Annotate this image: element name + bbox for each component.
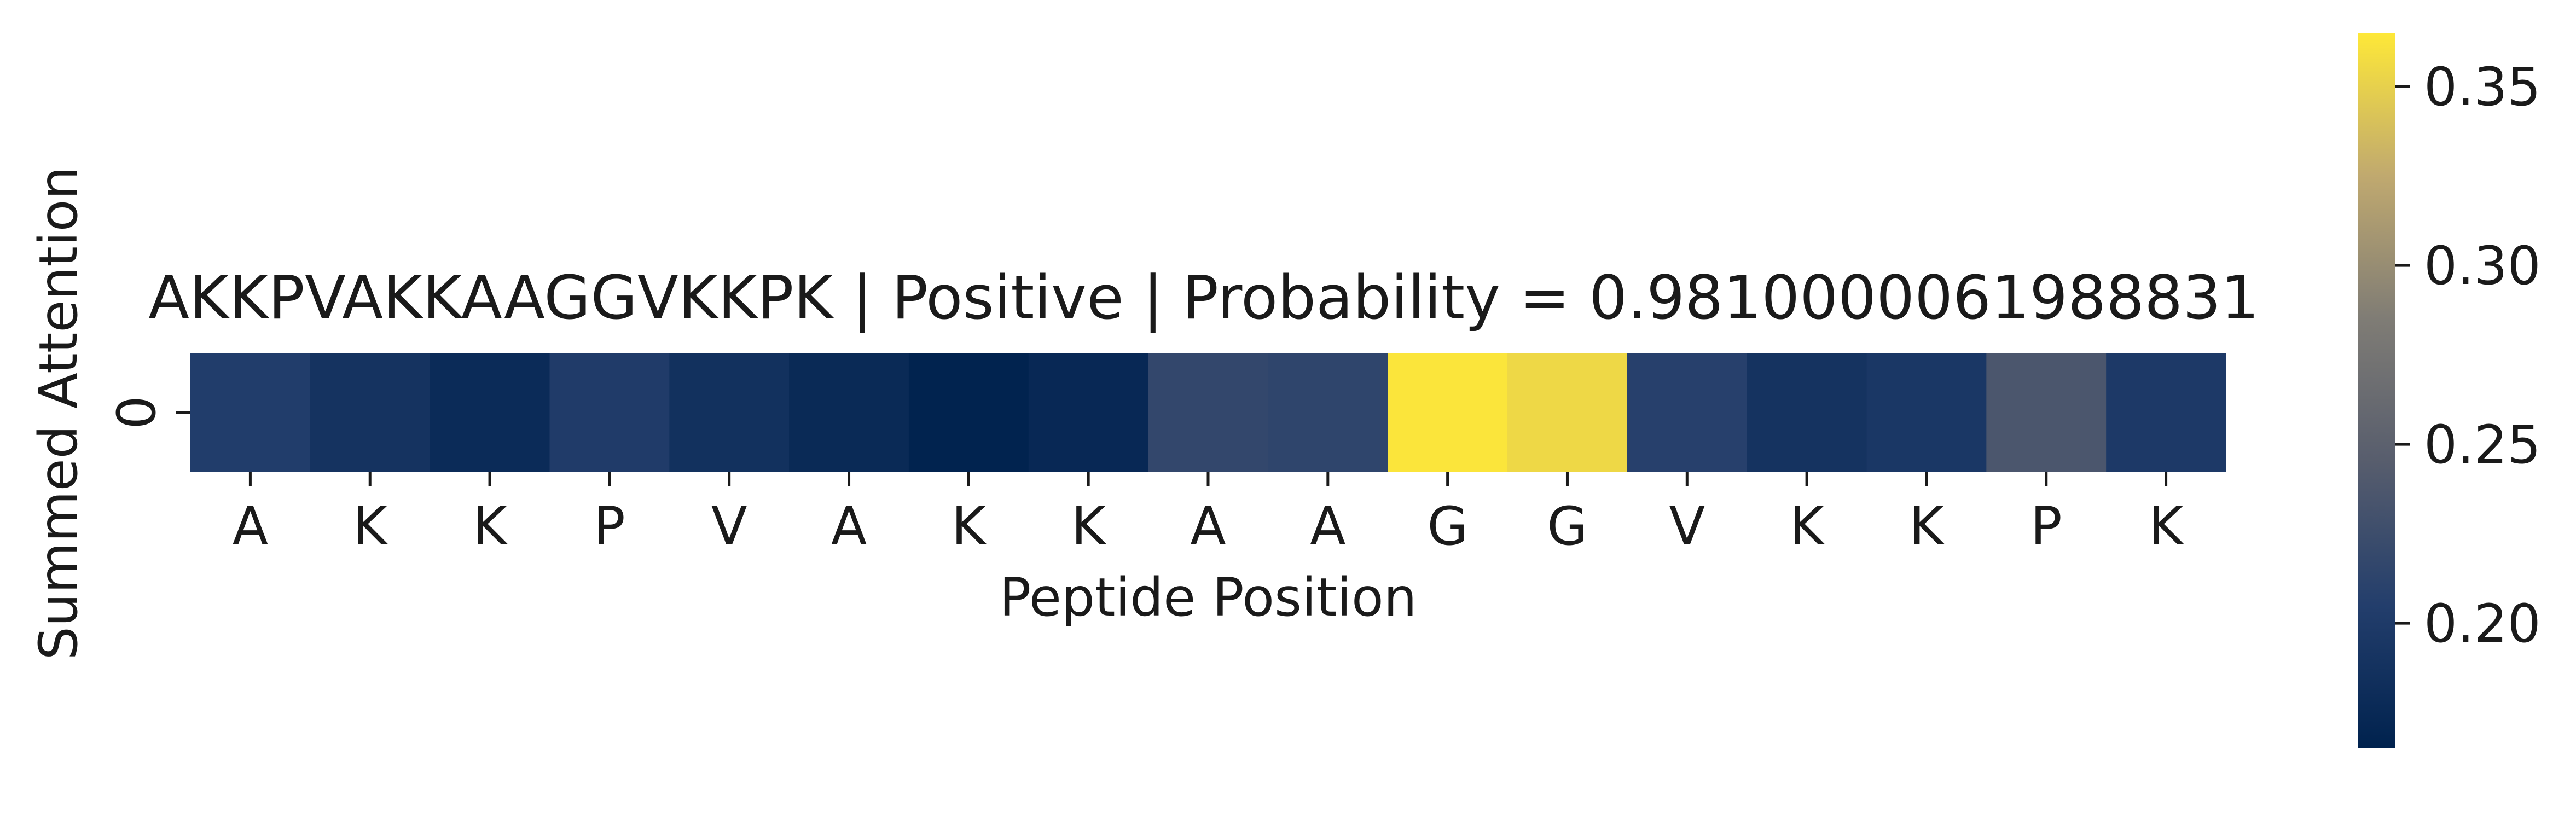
- x-tick-label: K: [1071, 496, 1107, 557]
- heatmap-cell: [430, 353, 550, 472]
- x-tick-label: K: [1790, 496, 1825, 557]
- heatmap-cell: [1627, 353, 1748, 472]
- x-tick-label: P: [2030, 496, 2062, 557]
- y-axis-ticks: 0: [106, 396, 190, 430]
- heatmap-cell: [1268, 353, 1389, 472]
- chart-title: AKKPVAKKAAGGVKKPK | Positive | Probabili…: [148, 263, 2259, 333]
- colorbar-ticks: 0.20 0.25 0.30 0.35: [2395, 56, 2541, 654]
- x-tick-label: A: [831, 496, 867, 557]
- heatmap-cell: [190, 353, 311, 472]
- heatmap-cell: [908, 353, 1029, 472]
- x-tick-label: A: [1310, 496, 1346, 557]
- x-axis-label: Peptide Position: [999, 567, 1417, 628]
- colorbar-tick-label: 0.30: [2424, 235, 2541, 297]
- colorbar: [2358, 33, 2395, 748]
- x-tick-label: K: [2149, 496, 2184, 557]
- x-tick-label: K: [952, 496, 987, 557]
- x-tick-label: A: [233, 496, 269, 557]
- heatmap-cell: [669, 353, 790, 472]
- heatmap-cell: [1507, 353, 1628, 472]
- x-tick-label: G: [1547, 496, 1587, 557]
- colorbar-tick-label: 0.25: [2424, 414, 2541, 475]
- x-tick-label: K: [473, 496, 508, 557]
- heatmap-cell: [1028, 353, 1149, 472]
- colorbar-tick-label: 0.35: [2424, 56, 2541, 118]
- heatmap-cell: [549, 353, 670, 472]
- heatmap-cell: [1866, 353, 1987, 472]
- heatmap-cells: [190, 353, 2226, 472]
- colorbar-tick-label: 0.20: [2424, 593, 2541, 654]
- heatmap-cell: [1986, 353, 2107, 472]
- x-tick-label: P: [594, 496, 625, 557]
- y-axis-label: Summed Attention: [28, 166, 89, 660]
- x-tick-label: K: [353, 496, 388, 557]
- heatmap-cell: [310, 353, 431, 472]
- heatmap-cell: [1388, 353, 1508, 472]
- x-tick-label: G: [1427, 496, 1467, 557]
- x-tick-label: K: [1909, 496, 1945, 557]
- heatmap-cell: [2106, 353, 2226, 472]
- x-tick-label: A: [1190, 496, 1226, 557]
- x-tick-label: V: [711, 496, 747, 557]
- heatmap-cell: [1148, 353, 1269, 472]
- heatmap-cell: [1747, 353, 1867, 472]
- y-tick-label: 0: [106, 396, 167, 429]
- x-tick-label: V: [1669, 496, 1705, 557]
- heatmap-cell: [789, 353, 909, 472]
